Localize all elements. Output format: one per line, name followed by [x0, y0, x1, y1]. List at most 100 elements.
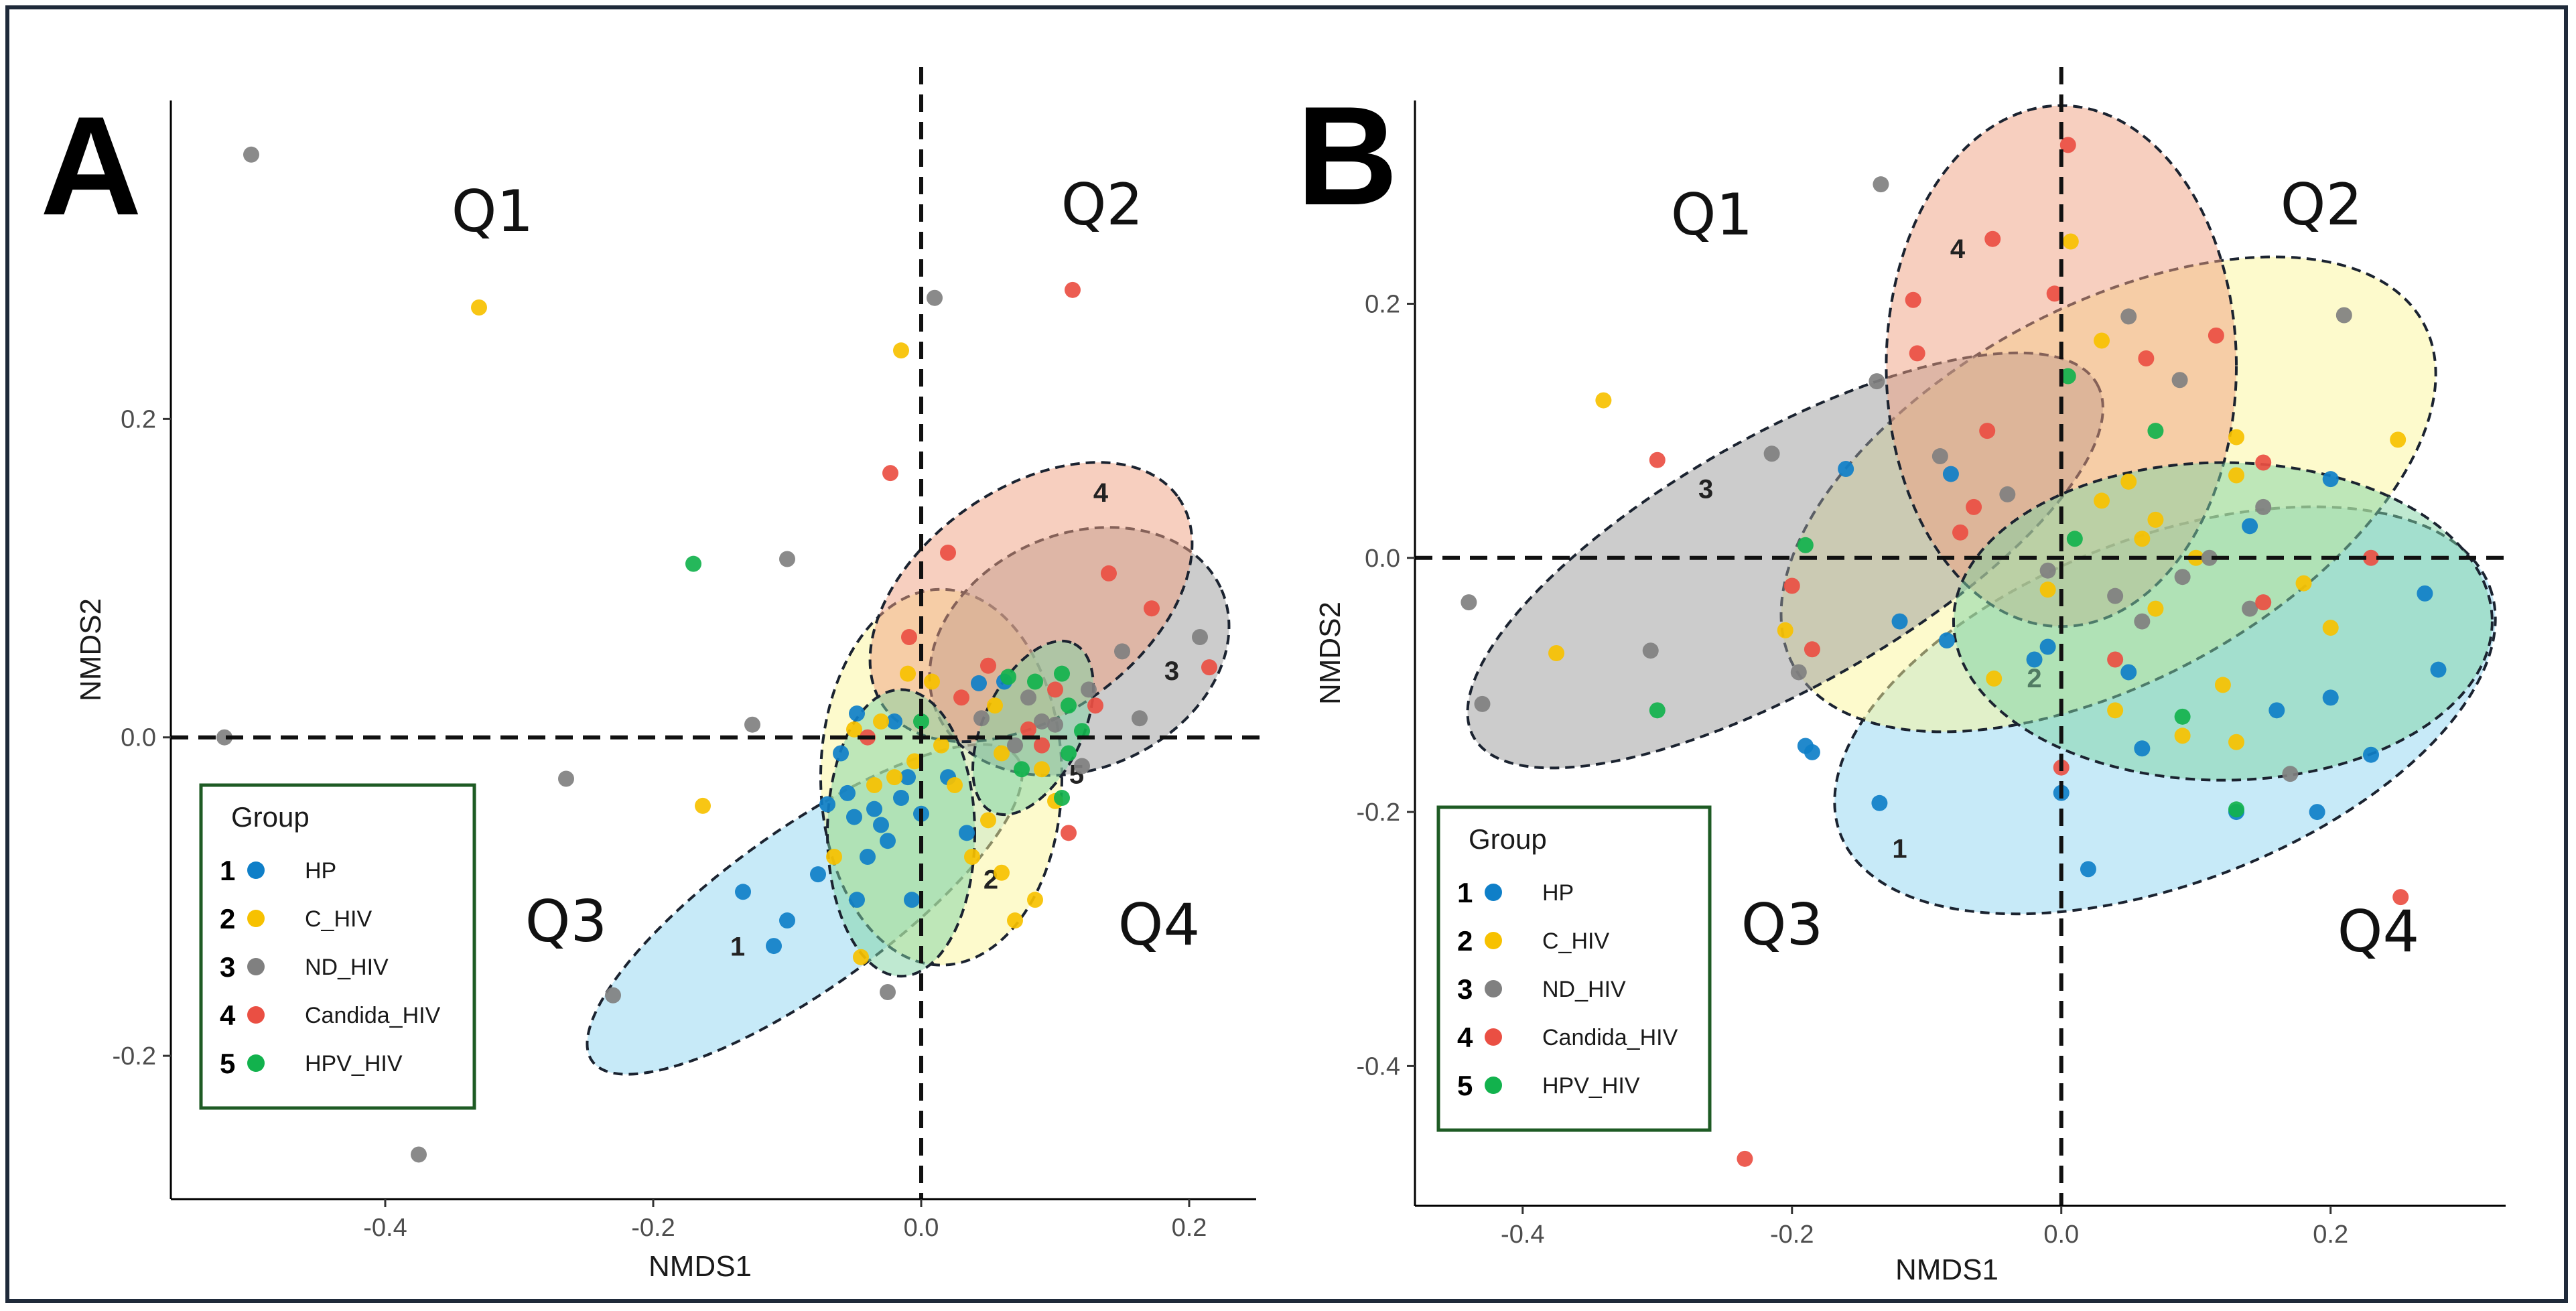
data-point-HP	[1938, 632, 1955, 649]
data-point-C_HIV	[886, 769, 902, 786]
x-tick-label: -0.4	[1501, 1221, 1544, 1249]
data-point-Candida_HIV	[953, 689, 969, 706]
data-point-C_HIV	[2120, 473, 2137, 490]
data-point-C_HIV	[987, 697, 1003, 714]
y-tick-label: -0.2	[113, 1042, 156, 1071]
quadrant-label-Q1: Q1	[1671, 182, 1753, 249]
data-point-HP	[735, 884, 751, 900]
data-point-C_HIV	[2094, 332, 2110, 349]
data-point-HP	[810, 866, 826, 883]
y-axis-title: NMDS2	[1314, 602, 1347, 705]
data-point-C_HIV	[2134, 531, 2151, 547]
legend-number: 1	[1457, 877, 1473, 908]
data-point-ND_HIV	[243, 146, 259, 163]
panel-letter: B	[1296, 77, 1398, 234]
ellipse-label-1: 1	[730, 932, 745, 961]
x-tick-label: -0.4	[363, 1214, 407, 1242]
data-point-HPV_HIV	[1054, 790, 1070, 807]
quadrant-label-Q4: Q4	[2337, 898, 2419, 965]
data-point-HP	[849, 705, 865, 722]
x-axis-title: NMDS1	[1895, 1253, 1998, 1286]
data-point-C_HIV	[900, 665, 916, 682]
data-point-Candida_HIV	[1087, 697, 1103, 714]
data-point-HPV_HIV	[1649, 702, 1666, 719]
data-point-Candida_HIV	[2208, 327, 2224, 344]
quadrant-label-Q2: Q2	[1061, 171, 1143, 238]
data-point-ND_HIV	[2039, 562, 2056, 579]
data-point-C_HIV	[980, 812, 996, 829]
data-point-HP	[1891, 613, 1908, 630]
data-point-HP	[833, 745, 849, 762]
y-axis-title: NMDS2	[74, 598, 107, 701]
panel-B: 1 2 3 4 -0.4 -0.2 0.0 0.2 -0.4 -0.2 0.0 0.2 NMDS1 NMD…	[1296, 67, 2512, 1286]
y-tick-label: -0.4	[1357, 1052, 1400, 1081]
data-point-HP	[2134, 740, 2151, 757]
data-point-ND_HIV	[1074, 758, 1090, 774]
data-point-ND_HIV	[1873, 176, 1889, 193]
data-point-C_HIV	[2107, 702, 2124, 719]
data-point-HPV_HIV	[1061, 697, 1077, 714]
points-layer	[216, 146, 1217, 1163]
data-point-ND_HIV	[1790, 664, 1807, 681]
data-point-ND_HIV	[1132, 710, 1148, 727]
ellipse-label-4: 4	[1093, 478, 1109, 508]
data-point-C_HIV	[1007, 912, 1023, 929]
data-point-ND_HIV	[1047, 716, 1063, 733]
legend-number: 5	[220, 1048, 235, 1079]
data-point-Candida_HIV	[1034, 737, 1050, 754]
panel-A: 1 2 3 4 5 -0.4 -0.2 0.0 0.2 -0.2 0.0 0.2 NMDS1 NMDS2 Q…	[40, 67, 1263, 1283]
legend-box	[1436, 805, 1712, 1132]
data-point-C_HIV	[471, 299, 487, 316]
legend-number: 4	[220, 999, 236, 1031]
legend-swatch-Candida_HIV	[247, 1006, 265, 1024]
data-point-ND_HIV	[927, 289, 943, 306]
data-point-C_HIV	[1034, 761, 1050, 778]
points-layer	[1461, 137, 2447, 1167]
data-point-HP	[779, 912, 795, 929]
data-point-HP	[849, 892, 865, 908]
data-point-HPV_HIV	[1000, 669, 1016, 685]
panel-letter: A	[40, 87, 142, 245]
data-point-ND_HIV	[1034, 713, 1050, 730]
data-point-HP	[2120, 664, 2137, 681]
data-point-ND_HIV	[1081, 681, 1097, 698]
legend: Group 1 HP 2 C_HIV 3 ND_HIV 4 Candida_HIV 5 HPV_HI…	[199, 783, 476, 1110]
data-point-HPV_HIV	[1797, 537, 1814, 553]
ellipse-group-extra	[1952, 461, 2494, 782]
data-point-Candida_HIV	[2392, 889, 2409, 906]
legend-number: 2	[220, 903, 235, 935]
data-point-Candida_HIV	[1649, 452, 1666, 468]
data-point-Candida_HIV	[1966, 498, 1982, 515]
legend-swatch-ND_HIV	[247, 958, 265, 975]
data-point-ND_HIV	[1007, 737, 1023, 754]
data-point-C_HIV	[2174, 728, 2191, 744]
data-point-C_HIV	[2390, 431, 2406, 448]
data-point-ND_HIV	[1114, 643, 1130, 660]
ellipse-label-1: 1	[1892, 834, 1907, 864]
figure-frame	[5, 5, 2568, 1303]
data-point-ND_HIV	[2171, 372, 2188, 389]
legend-title: Group	[231, 801, 310, 833]
legend-swatch-Candida_HIV	[1485, 1028, 1502, 1046]
legend-swatch-C_HIV	[247, 910, 265, 927]
data-point-ND_HIV	[2201, 549, 2218, 566]
data-point-HP	[2309, 804, 2325, 821]
data-point-ND_HIV	[973, 710, 990, 727]
legend-box	[199, 783, 476, 1110]
y-tick-label: -0.2	[1357, 799, 1400, 827]
data-point-ND_HIV	[1642, 642, 1659, 659]
data-point-HP	[900, 769, 916, 786]
y-tick-label: 0.2	[121, 405, 156, 433]
data-point-ND_HIV	[411, 1146, 427, 1163]
data-point-ND_HIV	[1020, 689, 1036, 706]
data-point-ND_HIV	[2174, 569, 2191, 585]
data-point-ND_HIV	[216, 729, 232, 746]
data-point-Candida_HIV	[1101, 565, 1117, 581]
data-point-ND_HIV	[2120, 308, 2137, 325]
data-point-HP	[766, 938, 782, 955]
data-point-HPV_HIV	[1014, 761, 1030, 778]
legend-label: C_HIV	[1542, 928, 1609, 954]
data-point-C_HIV	[873, 713, 889, 730]
quadrant-label-Q3: Q3	[525, 888, 607, 955]
